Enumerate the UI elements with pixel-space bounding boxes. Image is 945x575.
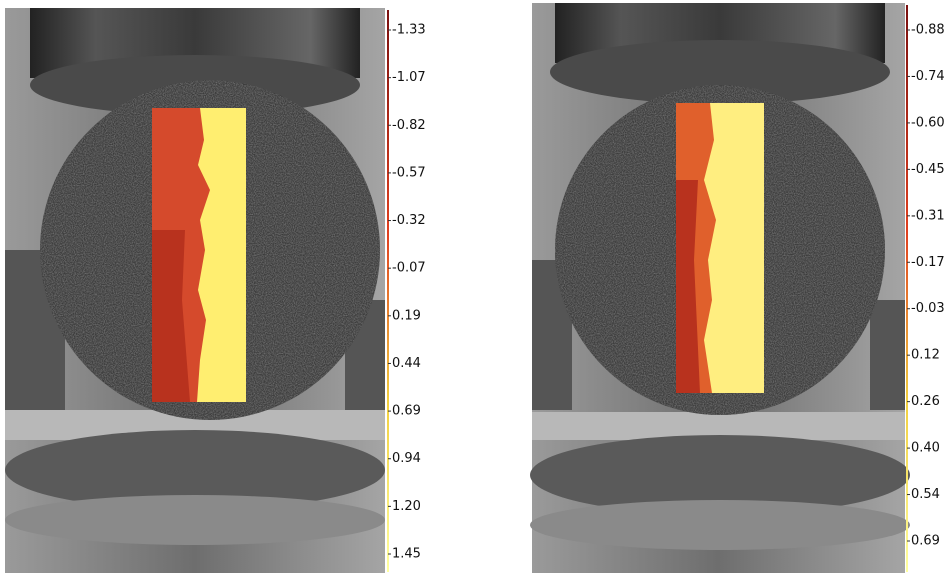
colorbar-label: -0.74	[911, 69, 945, 84]
colorbar-label: 0.69	[392, 404, 421, 419]
colorbar-label: -0.82	[392, 118, 426, 133]
left-photo	[5, 8, 385, 573]
colorbar-label: 0.44	[392, 356, 421, 371]
colorbar-label: -1.33	[392, 23, 426, 38]
colorbar-label: -0.57	[392, 165, 426, 180]
colorbar-label: 0.69	[911, 534, 940, 549]
colorbar-label: -0.03	[911, 301, 945, 316]
colorbar-label: -0.17	[911, 255, 945, 270]
colorbar-label: 0.19	[392, 308, 421, 323]
colorbar-label: 0.12	[911, 348, 940, 363]
right-photo	[530, 3, 910, 573]
colorbar-label: -0.07	[392, 261, 426, 276]
colorbar-label: -0.32	[392, 213, 426, 228]
colorbar	[906, 5, 908, 572]
colorbar-label: 0.54	[911, 487, 940, 502]
colorbar-label: 0.26	[911, 394, 940, 409]
colorbar-label: 1.45	[392, 547, 421, 562]
colorbar-label: 0.40	[911, 441, 940, 456]
colorbar-label: -0.60	[911, 115, 945, 130]
colorbar-label: -0.31	[911, 208, 945, 223]
colorbar-label: -0.88	[911, 23, 945, 38]
colorbar-label: -0.45	[911, 162, 945, 177]
colorbar-label: 1.20	[392, 499, 421, 514]
scene: -1.33 -1.07 -0.82 -0.57 -0.32 -0.07 0.19 0.44 0.…	[0, 0, 945, 575]
colorbar-label: -1.07	[392, 70, 426, 85]
colorbar-label: 0.94	[392, 451, 421, 466]
colorbar	[387, 10, 389, 572]
